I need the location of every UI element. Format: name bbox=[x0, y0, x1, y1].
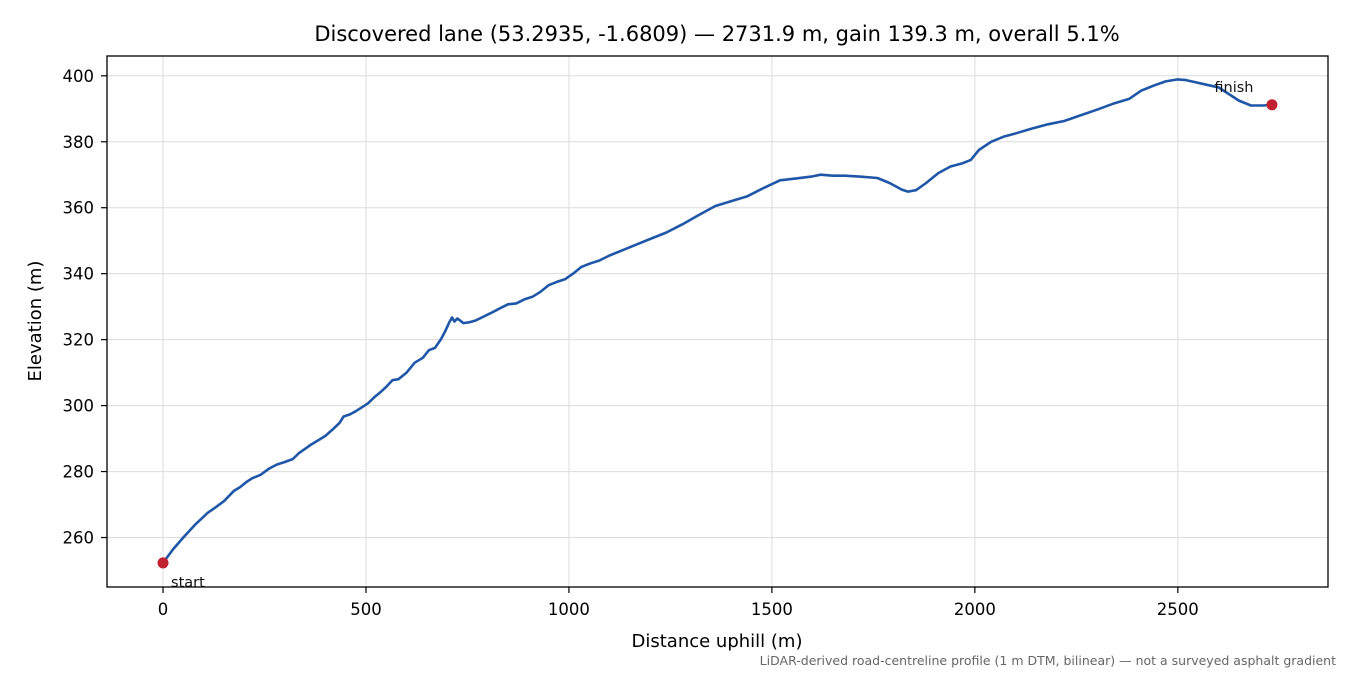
x-tick-label: 2000 bbox=[954, 600, 996, 619]
x-tick-label: 1500 bbox=[751, 600, 793, 619]
x-axis-label: Distance uphill (m) bbox=[632, 631, 803, 652]
y-tick-label: 380 bbox=[63, 133, 95, 152]
y-tick-label: 340 bbox=[63, 265, 95, 284]
plot-frame bbox=[106, 55, 1329, 588]
elevation-line bbox=[161, 78, 1274, 565]
x-tick-label: 0 bbox=[158, 600, 169, 619]
y-tick-label: 300 bbox=[63, 397, 95, 416]
x-tick-label: 2500 bbox=[1157, 600, 1199, 619]
finish-label: finish bbox=[1214, 80, 1253, 96]
y-tick-label: 320 bbox=[63, 331, 95, 350]
gridlines bbox=[107, 56, 1328, 587]
y-tick-label: 260 bbox=[63, 529, 95, 548]
y-axis-label: Elevation (m) bbox=[25, 261, 46, 382]
y-tick-label: 360 bbox=[63, 199, 95, 218]
x-axis-ticks: 0 500 1000 1500 2000 2500 bbox=[158, 587, 1199, 619]
start-marker bbox=[157, 557, 169, 569]
finish-marker bbox=[1266, 99, 1278, 111]
x-tick-label: 1000 bbox=[548, 600, 590, 619]
x-tick-label: 500 bbox=[350, 600, 382, 619]
chart-title: Discovered lane (53.2935, -1.6809) — 273… bbox=[314, 22, 1119, 46]
start-label: start bbox=[171, 575, 205, 591]
y-axis-ticks: 260 280 300 320 340 360 380 400 bbox=[63, 67, 107, 548]
y-tick-label: 280 bbox=[63, 463, 95, 482]
footnote: LiDAR-derived road-centreline profile (1… bbox=[760, 653, 1336, 668]
y-tick-label: 400 bbox=[63, 67, 95, 86]
